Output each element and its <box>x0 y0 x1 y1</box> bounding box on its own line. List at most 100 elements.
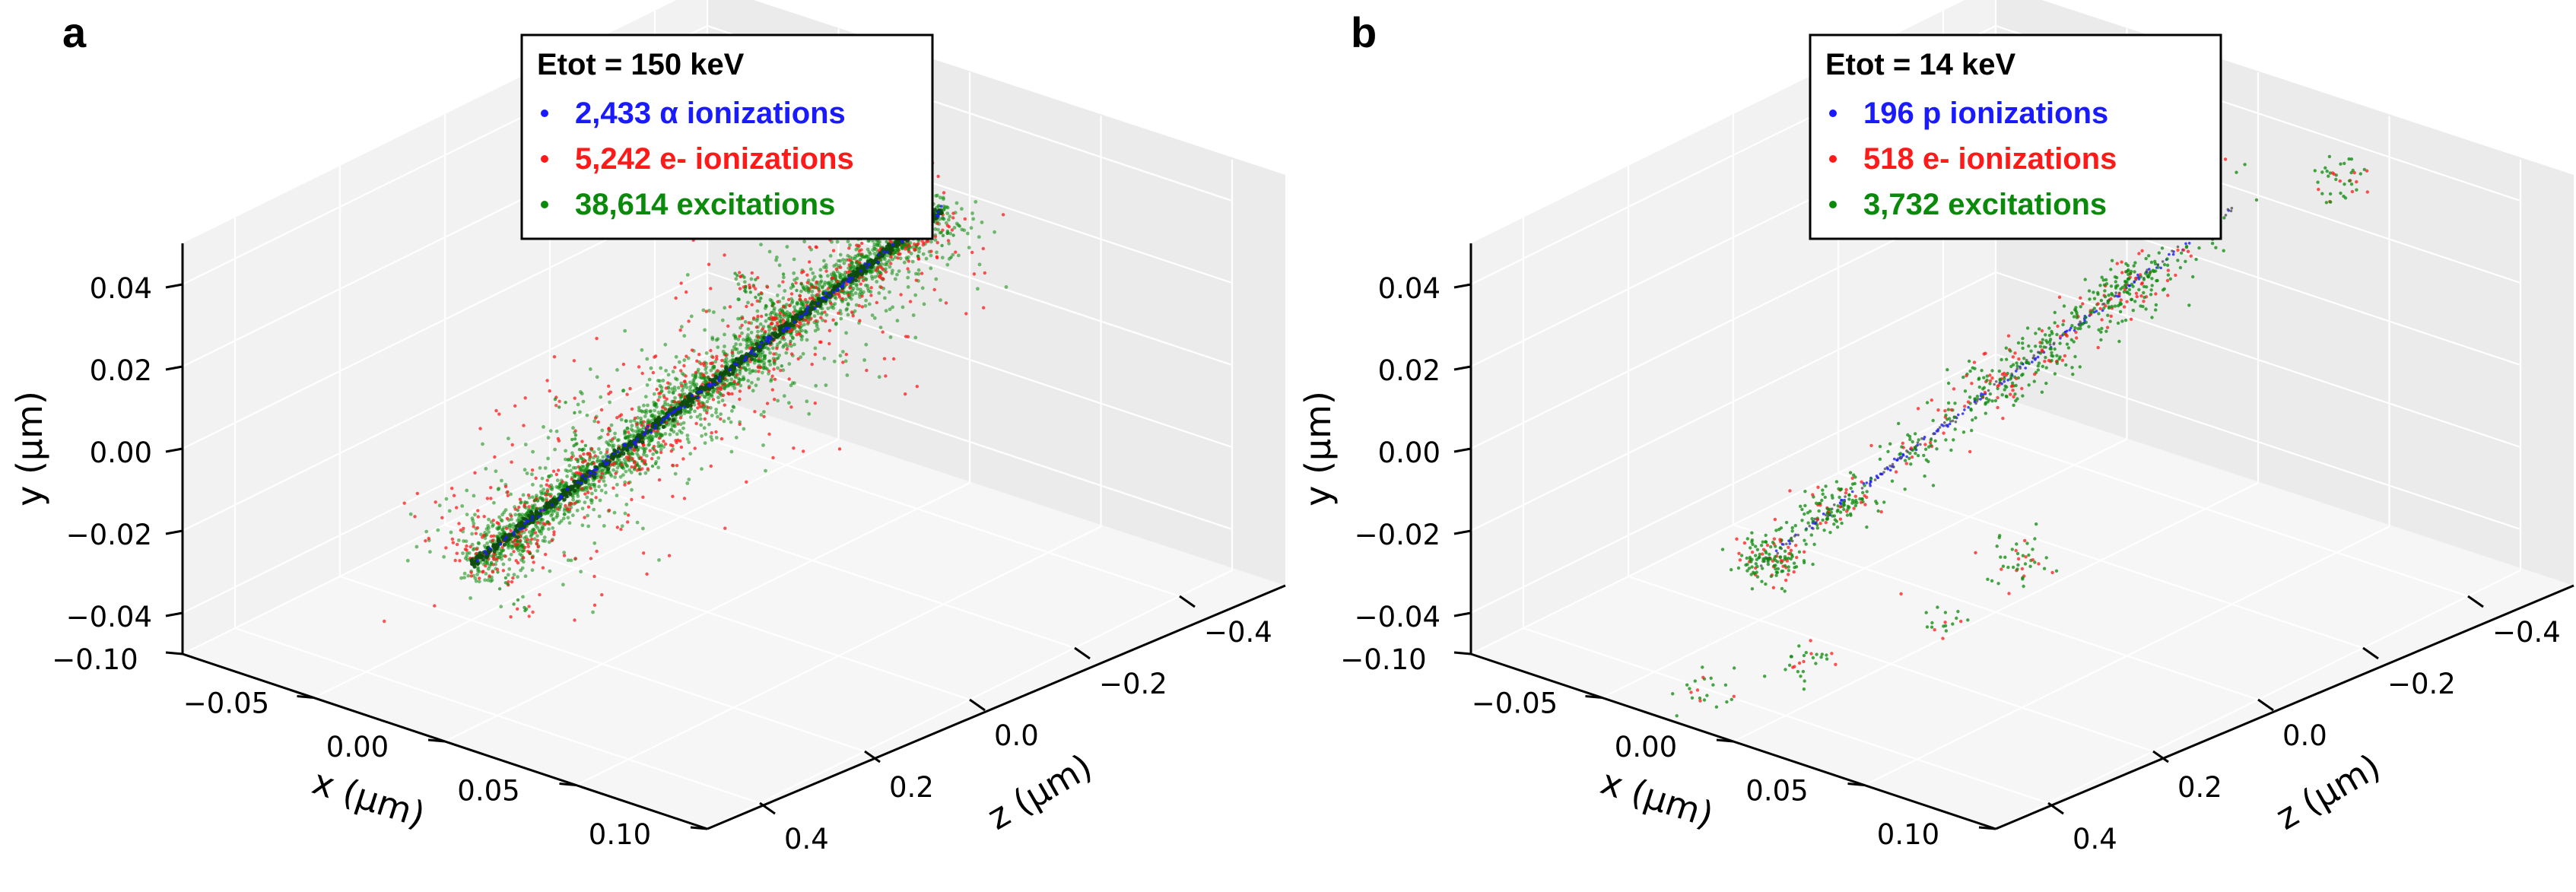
electron-ionization-point <box>457 522 461 525</box>
track-core-point <box>562 492 567 497</box>
x-tick-label: 0.00 <box>1615 731 1677 763</box>
electron-ionization-point <box>510 580 514 584</box>
excitation-point <box>646 443 650 447</box>
excitation-point <box>726 416 731 421</box>
electron-ionization-point <box>663 408 668 411</box>
excitation-point <box>699 423 704 427</box>
track-core-point <box>853 278 858 283</box>
alpha-ionization-point <box>662 417 665 421</box>
floor-gridline-z <box>1838 471 2364 649</box>
electron-ionization-point <box>583 492 587 496</box>
electron-ionization-point <box>556 436 561 441</box>
delta-ray-point <box>723 387 726 391</box>
tick-marks <box>165 283 1196 830</box>
y-tick-mark <box>165 611 183 617</box>
electron-ionization-point <box>741 316 745 320</box>
excitation-point <box>625 427 630 430</box>
excitation-point <box>820 306 824 311</box>
electron-ionization-point <box>678 329 682 332</box>
delta-ray-point <box>748 290 752 294</box>
excitation-point <box>580 523 585 528</box>
electron-ionization-point <box>826 287 831 290</box>
excitation-point <box>540 497 545 501</box>
electron-ionization-point <box>720 358 724 363</box>
excitation-point <box>720 318 725 322</box>
excitation-point <box>839 316 843 321</box>
delta-ray-point <box>632 448 636 452</box>
excitation-point <box>575 508 580 513</box>
excitation-point <box>656 444 660 449</box>
electron-ionization-point <box>829 301 833 306</box>
excitation-point <box>641 526 645 531</box>
electron-ionization-point <box>488 574 491 578</box>
electron-ionization-point <box>671 463 675 468</box>
electron-ionization-point <box>970 250 974 255</box>
excitation-point <box>623 480 627 484</box>
electron-ionization-point <box>798 297 802 301</box>
excitation-point <box>762 360 767 365</box>
electron-ionization-point <box>835 279 840 284</box>
excitation-point <box>942 197 945 202</box>
delta-ray-point <box>896 247 900 251</box>
electron-ionization-point <box>493 455 497 459</box>
electron-ionization-point <box>455 506 459 509</box>
excitation-point <box>935 250 939 255</box>
electron-ionization-point <box>773 398 777 402</box>
electron-ionization-point <box>772 327 776 331</box>
electron-ionization-point <box>520 529 524 533</box>
excitation-point <box>678 429 682 433</box>
excitation-point <box>843 359 848 363</box>
excitation-point <box>938 217 942 221</box>
electron-ionization-point <box>516 607 519 611</box>
x-tick-label: 0.00 <box>326 731 389 763</box>
electron-ionization-point <box>771 456 775 460</box>
alpha-ionization-point <box>587 475 591 478</box>
electron-ionization-point <box>424 539 427 543</box>
electron-ionization-point <box>475 548 478 551</box>
excitation-point <box>692 383 697 387</box>
excitation-point <box>634 430 638 433</box>
electron-ionization-point <box>837 293 841 297</box>
excitation-point <box>929 253 933 258</box>
excitation-point <box>921 252 926 256</box>
excitation-point <box>408 512 413 516</box>
proton-ionization-point <box>1888 468 1892 472</box>
excitation-point <box>472 494 476 498</box>
delta-ray-point <box>958 224 961 228</box>
legend-title: Etot = 150 keV <box>537 48 745 81</box>
electron-ionization-point <box>599 408 604 412</box>
electron-ionization-point <box>860 294 864 298</box>
excitation-point <box>460 504 465 508</box>
track-core-point <box>620 448 624 452</box>
excitation-point <box>770 346 775 351</box>
electron-ionization-point <box>831 276 834 280</box>
alpha-ionization-point <box>550 503 554 506</box>
excitation-point <box>566 516 570 520</box>
excitation-point <box>637 446 641 449</box>
electron-ionization-point <box>827 341 831 346</box>
excitation-point <box>781 296 786 300</box>
delta-ray-point <box>527 505 531 509</box>
electron-ionization-point <box>586 452 590 456</box>
excitation-point <box>535 549 540 553</box>
alpha-ionization-point <box>882 249 886 253</box>
electron-ionization-point <box>845 282 849 287</box>
panel-a: −0.10 −0.05 0.00 0.05 0.10 −0.04 −0.02 0.00 0.02… <box>9 0 1286 855</box>
delta-ray-point <box>809 283 814 287</box>
excitation-point <box>667 390 672 394</box>
alpha-ionization-point <box>744 358 748 362</box>
excitation-point <box>885 260 889 265</box>
alpha-ionization-point <box>939 205 943 208</box>
track-core-point <box>474 556 478 560</box>
excitation-point <box>790 335 795 340</box>
alpha-ionization-point <box>697 395 700 399</box>
electron-ionization-point <box>678 416 683 420</box>
track-core-point <box>869 260 874 265</box>
excitation-point <box>761 370 764 375</box>
electron-ionization-point <box>526 544 530 548</box>
delta-ray-point <box>496 570 500 574</box>
excitation-point <box>856 287 860 291</box>
excitation-point <box>444 497 449 501</box>
electron-ionization-point <box>815 246 818 249</box>
excitation-point <box>542 425 545 429</box>
